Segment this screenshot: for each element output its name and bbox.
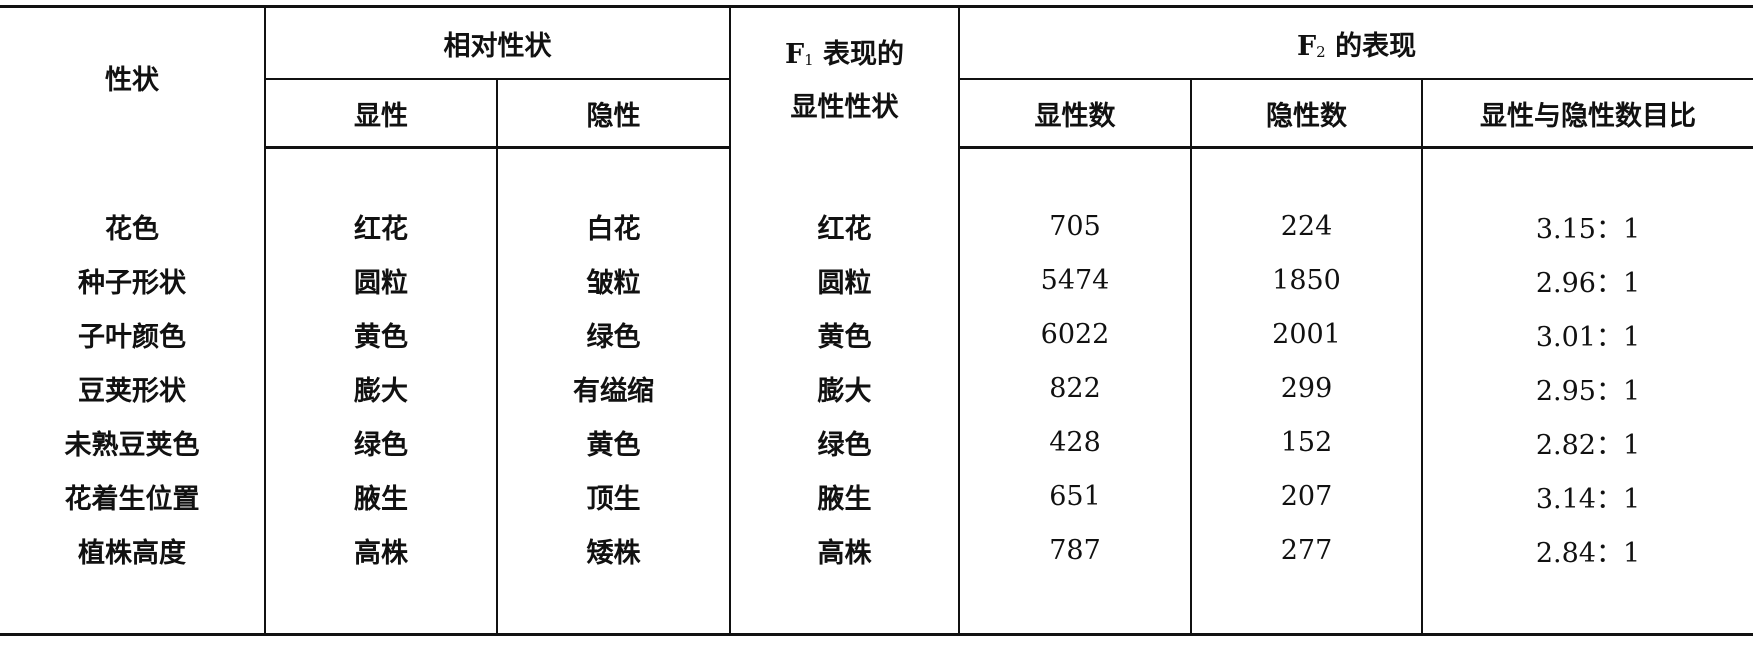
f1-line1: 表现的	[813, 38, 905, 70]
f1-subscript: 1	[804, 50, 814, 69]
cell-trait: 植株高度	[78, 537, 186, 569]
cell-ratio: 2.96：1	[1420, 253, 1753, 307]
cell-dominant: 高株	[264, 523, 497, 577]
cell-rec-n: 2001	[1190, 307, 1422, 361]
cell-trait: 子叶颜色	[78, 321, 186, 353]
cell-dominant: 黄色	[264, 307, 497, 361]
cell-rec-n: 299	[1190, 361, 1422, 415]
cell-recessive: 黄色	[496, 415, 730, 469]
cell-recessive: 顶生	[496, 469, 730, 523]
cell-dominant: 腋生	[264, 469, 497, 523]
cell-rec-n: 277	[1190, 523, 1422, 577]
f1-letter: F	[784, 38, 805, 70]
f2-label: 的表现	[1325, 30, 1417, 62]
cell-recessive: 矮株	[496, 523, 730, 577]
cell-rec-n: 1850	[1190, 253, 1422, 307]
cell-recessive: 有缢缩	[496, 361, 730, 415]
cell-ratio: 2.84：1	[1420, 523, 1753, 577]
cell-dominant: 圆粒	[264, 253, 497, 307]
cell-rec-n: 207	[1190, 469, 1422, 523]
table-row: 花色 红花 白花 红花 705 224 3.15：1	[0, 199, 1753, 253]
cell-trait: 未熟豆荚色	[64, 429, 200, 461]
cell-ratio: 3.15：1	[1420, 199, 1753, 253]
cell-f1: 膨大	[729, 361, 959, 415]
cell-trait: 豆荚形状	[78, 375, 186, 407]
cell-recessive: 白花	[496, 199, 730, 253]
cell-rec-n: 224	[1190, 199, 1422, 253]
header-recessive: 隐性	[496, 78, 730, 149]
f1-line2: 显性性状	[790, 91, 899, 123]
cell-f1: 绿色	[729, 415, 959, 469]
cell-rec-n: 152	[1190, 415, 1422, 469]
cell-ratio: 3.14：1	[1420, 469, 1753, 523]
cell-trait: 花色	[105, 213, 159, 245]
f2-subscript: 2	[1316, 42, 1326, 61]
cell-dom-n: 651	[958, 469, 1191, 523]
header-dominant: 显性	[264, 78, 497, 149]
header-ratio: 显性与隐性数目比	[1420, 78, 1753, 149]
table-row: 植株高度 高株 矮株 高株 787 277 2.84：1	[0, 523, 1753, 577]
cell-f1: 腋生	[729, 469, 959, 523]
table-row: 种子形状 圆粒 皱粒 圆粒 5474 1850 2.96：1	[0, 253, 1753, 307]
table-row: 花着生位置 腋生 顶生 腋生 651 207 3.14：1	[0, 469, 1753, 523]
header-dominant-count: 显性数	[958, 78, 1191, 149]
table-row: 豆荚形状 膨大 有缢缩 膨大 822 299 2.95：1	[0, 361, 1753, 415]
cell-dom-n: 428	[958, 415, 1191, 469]
header-trait: 性状	[0, 5, 265, 148]
cell-f1: 高株	[729, 523, 959, 577]
header-recessive-count: 隐性数	[1190, 78, 1422, 149]
cell-ratio: 2.95：1	[1420, 361, 1753, 415]
mendel-traits-table: 性状 相对性状 F1 表现的 显性性状 F2 的表现 显性 隐性 显性数 隐性数…	[0, 5, 1753, 636]
cell-dom-n: 822	[958, 361, 1191, 415]
cell-ratio: 2.82：1	[1420, 415, 1753, 469]
header-f2-performance: F2 的表现	[957, 5, 1753, 79]
f2-letter: F	[1296, 30, 1317, 62]
cell-f1: 圆粒	[729, 253, 959, 307]
cell-f1: 红花	[729, 199, 959, 253]
cell-dominant: 绿色	[264, 415, 497, 469]
cell-dom-n: 5474	[958, 253, 1191, 307]
cell-trait: 种子形状	[78, 267, 186, 299]
cell-dom-n: 6022	[958, 307, 1191, 361]
table-row: 未熟豆荚色 绿色 黄色 绿色 428 152 2.82：1	[0, 415, 1753, 469]
cell-dom-n: 705	[958, 199, 1191, 253]
cell-recessive: 绿色	[496, 307, 730, 361]
cell-dominant: 红花	[264, 199, 497, 253]
table-row: 子叶颜色 黄色 绿色 黄色 6022 2001 3.01：1	[0, 307, 1753, 361]
cell-ratio: 3.01：1	[1420, 307, 1753, 361]
cell-trait: 花着生位置	[64, 483, 200, 515]
cell-recessive: 皱粒	[496, 253, 730, 307]
cell-dominant: 膨大	[264, 361, 497, 415]
header-relative-traits: 相对性状	[264, 5, 730, 79]
cell-dom-n: 787	[958, 523, 1191, 577]
cell-f1: 黄色	[729, 307, 959, 361]
header-f1-dominant-trait: F1 表现的 显性性状	[729, 5, 959, 148]
